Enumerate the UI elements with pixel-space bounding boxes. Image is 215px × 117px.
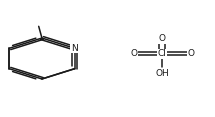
Text: O: O [159,34,166,43]
Text: O: O [187,49,194,58]
Text: Cl: Cl [158,49,167,58]
Text: OH: OH [155,69,169,78]
Text: N: N [71,44,78,53]
Text: O: O [130,49,137,58]
